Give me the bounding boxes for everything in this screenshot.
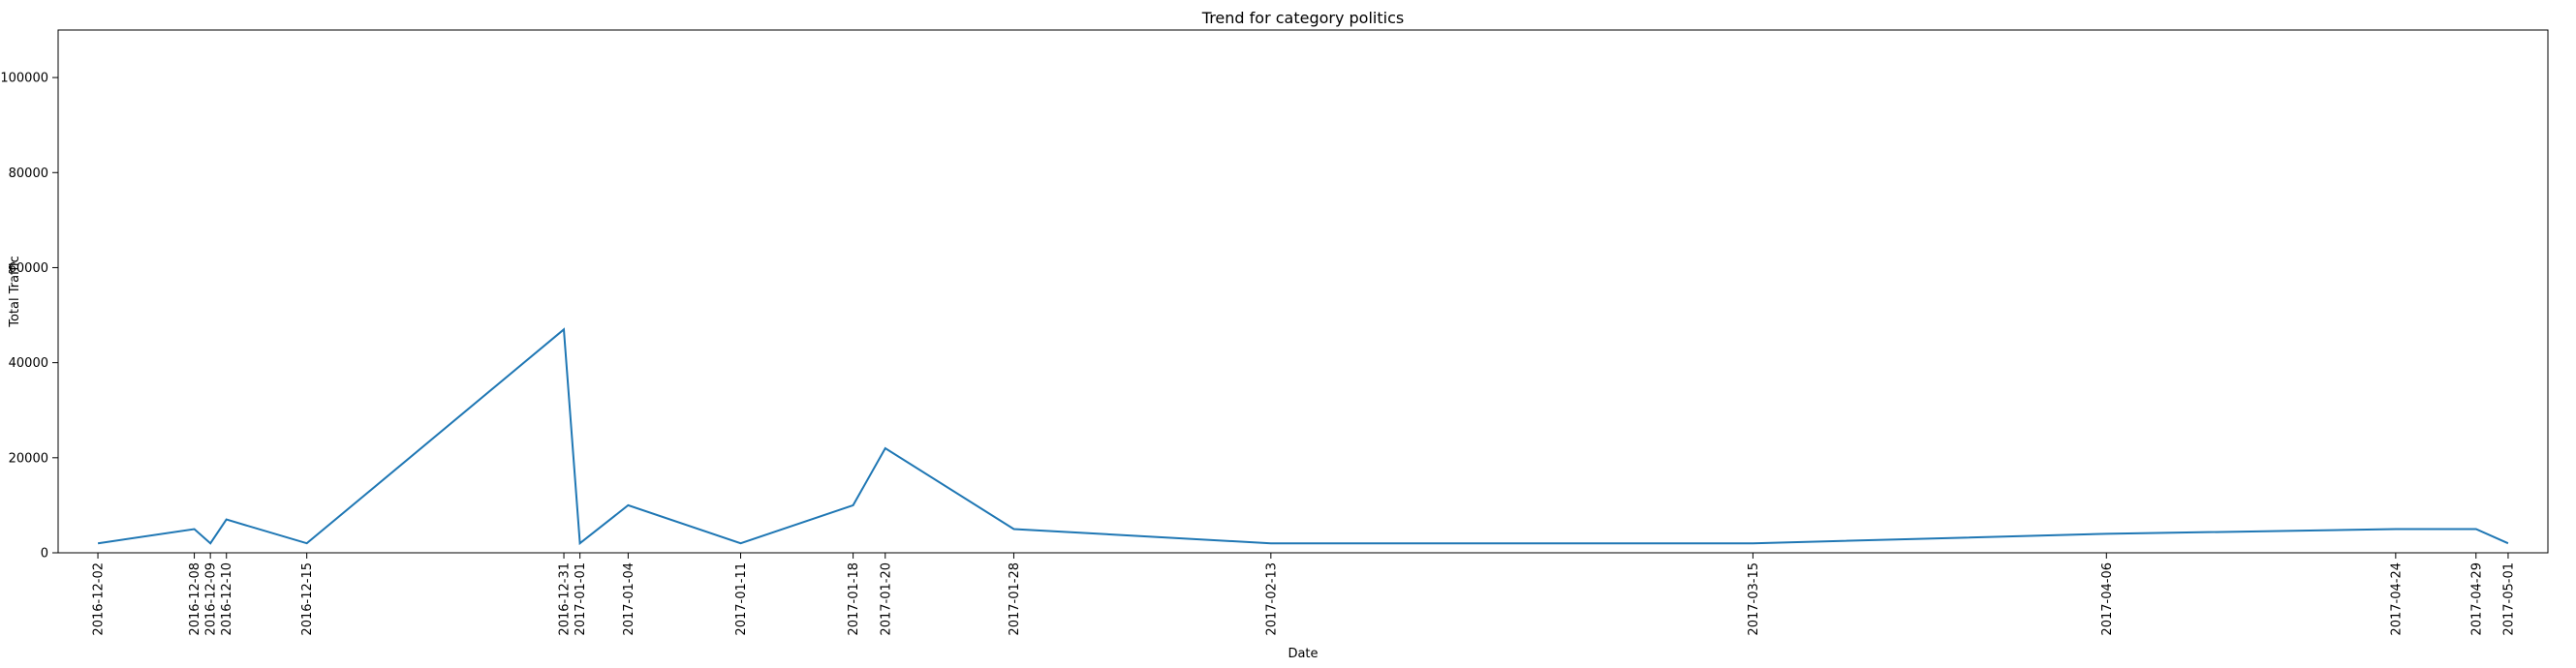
x-tick-label: 2016-12-09 [204, 562, 219, 636]
x-tick-label: 2017-03-15 [1747, 562, 1761, 636]
y-tick-label: 20000 [9, 451, 48, 466]
y-tick-label: 80000 [9, 167, 48, 181]
x-tick-label: 2017-01-20 [879, 562, 893, 636]
x-tick-label: 2017-04-24 [2389, 562, 2404, 636]
x-tick-label: 2017-02-13 [1264, 562, 1279, 636]
y-tick-label: 40000 [9, 356, 48, 371]
plot-frame [57, 29, 2549, 554]
x-tick-label: 2017-01-11 [734, 562, 749, 636]
x-tick-label: 2016-12-15 [300, 562, 315, 636]
y-axis-label: Total Traffic [8, 256, 22, 328]
x-tick-label: 2017-01-18 [847, 562, 861, 636]
x-tick-label: 2017-01-01 [574, 562, 588, 636]
y-tick-label: 100000 [0, 72, 48, 86]
x-tick-label: 2017-01-28 [1008, 562, 1022, 636]
y-tick-label: 60000 [9, 261, 48, 276]
x-tick-label: 2016-12-08 [188, 562, 202, 636]
x-axis-ticks: 2016-12-02 2016-12-08 2016-12-09 2016-12-10… [92, 553, 2516, 636]
x-tick-label: 2017-04-06 [2100, 562, 2115, 636]
x-tick-label: 2016-12-02 [92, 562, 107, 636]
y-tick-label: 0 [41, 547, 48, 562]
series-line [97, 327, 2509, 546]
x-tick-label: 2016-12-10 [220, 562, 234, 636]
x-tick-label: 2017-04-29 [2469, 562, 2484, 636]
x-tick-label: 2016-12-31 [558, 562, 573, 636]
x-tick-label: 2017-01-04 [622, 562, 636, 636]
x-tick-label: 2017-05-01 [2501, 562, 2516, 636]
y-axis-ticks: 0 20000 40000 60000 80000 100000 [0, 72, 58, 562]
x-axis-label: Date [1288, 647, 1318, 661]
chart-title: Trend for category politics [1201, 9, 1404, 27]
